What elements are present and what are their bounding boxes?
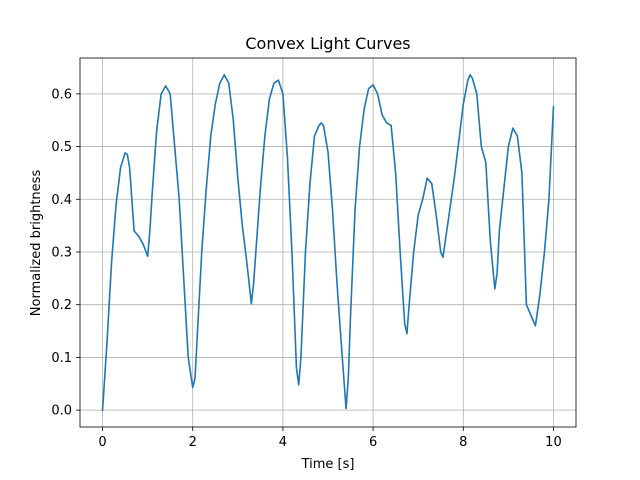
y-axis-ticks: 0.0 0.1 0.2 0.3 0.4 0.5 0.6 [51, 87, 80, 419]
x-tick-label: 10 [545, 435, 562, 450]
x-axis-label: Time [s] [301, 457, 355, 472]
y-tick-label: 0.2 [51, 298, 72, 313]
y-tick-label: 0.5 [51, 140, 72, 155]
x-tick-label: 2 [189, 435, 197, 450]
x-tick-label: 0 [98, 435, 106, 450]
y-tick-label: 0.6 [51, 87, 72, 102]
y-tick-label: 0.0 [51, 404, 72, 419]
y-tick-label: 0.1 [51, 351, 72, 366]
y-tick-label: 0.3 [51, 245, 72, 260]
y-tick-label: 0.4 [51, 193, 72, 208]
axes-border [79, 57, 577, 428]
axes-frame [79, 57, 577, 428]
series-line-group [101, 74, 555, 411]
x-tick-label: 4 [279, 435, 287, 450]
x-axis-ticks: 0 2 4 6 8 10 [98, 427, 562, 450]
chart-title: Convex Light Curves [245, 34, 410, 53]
x-tick-label: 8 [459, 435, 467, 450]
x-tick-label: 6 [369, 435, 377, 450]
series-line [101, 74, 555, 411]
y-axis-label: Normalized brightness [29, 170, 44, 317]
